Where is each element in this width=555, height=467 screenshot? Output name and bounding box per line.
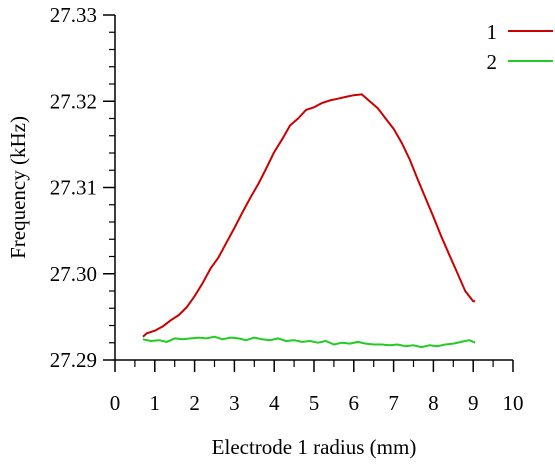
x-axis-title: Electrode 1 radius (mm)	[212, 435, 417, 459]
x-tick-label: 5	[309, 391, 320, 415]
x-tick-label: 4	[269, 391, 280, 415]
y-tick-label: 27.32	[50, 89, 97, 113]
y-tick-label: 27.30	[50, 262, 97, 286]
series-layer	[142, 93, 476, 349]
series-2-line	[142, 335, 476, 349]
y-tick-label: 27.29	[50, 348, 97, 372]
x-tick-label: 10	[503, 391, 524, 415]
x-axis-ticks: 0 1 2 3 4 5 6 7 8 9 10	[110, 360, 524, 415]
y-axis-ticks: 27.29 27.30 27.31 27.32 27.33	[50, 3, 115, 372]
x-tick-label: 6	[349, 391, 360, 415]
x-tick-label: 2	[189, 391, 200, 415]
legend-label: 2	[487, 50, 498, 74]
x-tick-label: 8	[428, 391, 439, 415]
y-tick-label: 27.33	[50, 3, 97, 27]
legend-label: 1	[487, 20, 498, 44]
legend: 12	[487, 20, 553, 74]
y-axis-title: Frequency (kHz)	[6, 116, 30, 259]
y-tick-label: 27.31	[50, 176, 97, 200]
x-tick-label: 1	[150, 391, 161, 415]
axes: 0 1 2 3 4 5 6 7 8 9 10 27.29 27.30 27.31 27.32 27.33	[50, 3, 524, 415]
x-tick-label: 7	[388, 391, 399, 415]
x-tick-label: 9	[468, 391, 479, 415]
series-1-line	[142, 93, 476, 338]
x-tick-label: 3	[229, 391, 240, 415]
x-tick-label: 0	[110, 391, 121, 415]
